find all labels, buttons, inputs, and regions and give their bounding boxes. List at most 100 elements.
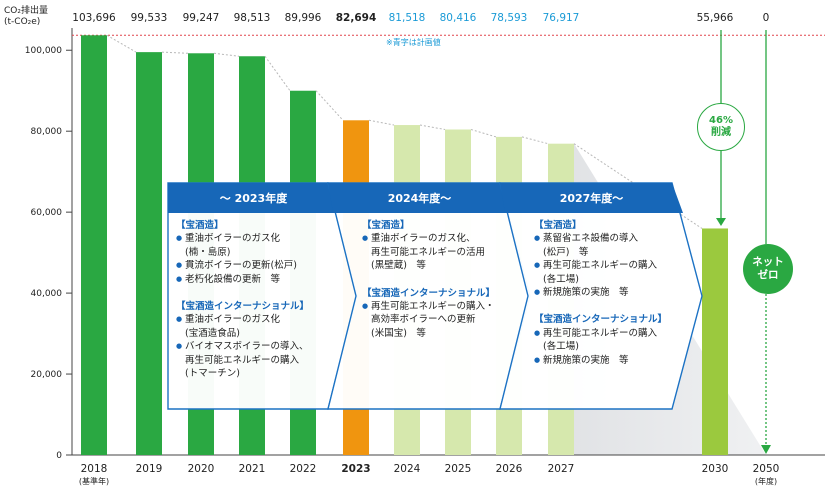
y-tick-label: 80,000 — [31, 127, 63, 137]
category-label-2024: 2024 — [394, 463, 421, 475]
x-unit-label: (年度) — [755, 476, 777, 486]
measure-group-title: 【宝酒造】 — [534, 220, 582, 231]
measure-item-text: 新規施策の実施 等 — [543, 354, 629, 366]
measure-group: 【宝酒造】 ● 重油ボイラーのガス化、 再生可能エネルギーの活用 (黒壁蔵) 等 — [362, 219, 495, 273]
category-label-2018: 2018 — [81, 463, 108, 475]
value-label-2050: 0 — [763, 12, 770, 24]
y-tick-label: 0 — [56, 451, 62, 461]
measure-item-text: 重油ボイラーのガス化 — [185, 233, 281, 245]
measure-group-title: 【宝酒造インターナショナル】 — [534, 314, 668, 326]
arrow-head-2050 — [761, 445, 771, 454]
value-label-2024: 81,518 — [389, 12, 426, 24]
measure-item: ● 蒸留省エネ設備の導入 — [534, 232, 667, 245]
measure-item: ● 貫流ボイラーの更新(松戸) — [176, 259, 309, 272]
category-label-2027: 2027 — [548, 463, 575, 475]
value-label-2018: 103,696 — [72, 12, 116, 24]
value-label-2025: 80,416 — [440, 12, 477, 24]
measure-group: 【宝酒造】 ● 重油ボイラーのガス化 (楠・島原) ● 貫流ボイラーの更新(松戸) ● 老朽化… — [176, 219, 309, 286]
measure-item: ● 老朽化設備の更新 等 — [176, 273, 309, 286]
arrow-head-2030 — [716, 218, 726, 226]
measure-item-continuation: (宝酒造食品) — [185, 327, 240, 339]
value-label-2026: 78,593 — [491, 12, 528, 24]
net-zero-badge: ネット ゼロ — [743, 244, 793, 294]
trend-connector — [368, 119, 395, 126]
value-label-2020: 99,247 — [183, 12, 220, 24]
measure-item-continuation: (トマーチン) — [185, 368, 240, 380]
bullet-icon: ● — [534, 288, 541, 297]
bar-2019 — [136, 52, 162, 456]
reduction-badge: 46% 削減 — [697, 103, 745, 151]
measure-group: 【宝酒造インターナショナル】 ● 再生可能エネルギーの購入 (各工場) ● 新規施策の実施… — [534, 313, 667, 367]
category-label-2030: 2030 — [702, 463, 729, 475]
y-axis-title-line1: CO₂排出量 — [4, 6, 48, 16]
panel-2-body: 【宝酒造】 ● 重油ボイラーのガス化、 再生可能エネルギーの活用 (黒壁蔵) 等【宝酒造… — [362, 219, 495, 354]
panel-2-header-bg — [328, 183, 511, 213]
measure-item-continuation: 再生可能エネルギーの購入 — [185, 354, 300, 366]
measure-item: ● 新規施策の実施 等 — [534, 354, 667, 367]
panel-3-body: 【宝酒造】 ● 蒸留省エネ設備の導入 (松戸) 等 ● 再生可能エネルギーの購入 (各工場)… — [534, 219, 667, 381]
net-zero-line1: ネット — [752, 256, 784, 268]
panel-3-header-bg — [500, 183, 683, 213]
value-label-2027: 76,917 — [543, 12, 580, 24]
measure-item-text: 再生可能エネルギーの購入 — [543, 327, 658, 339]
trend-connector — [315, 90, 344, 121]
measure-item: ● 新規施策の実施 等 — [534, 286, 667, 299]
category-label-2020: 2020 — [188, 463, 215, 475]
measure-item: ● 重油ボイラーのガス化、 — [362, 232, 495, 245]
measure-item-continuation: (各工場) — [543, 341, 579, 353]
y-tick-label: 20,000 — [31, 370, 63, 380]
y-tick-label: 40,000 — [31, 289, 63, 299]
measure-item-text: バイオマスボイラーの導入、 — [185, 341, 309, 353]
measure-item-text: 再生可能エネルギーの購入 — [543, 260, 658, 272]
category-label-2021: 2021 — [239, 463, 266, 475]
measure-item-text: 再生可能エネルギーの購入・ — [371, 301, 495, 313]
measure-group: 【宝酒造インターナショナル】 ● 再生可能エネルギーの購入・ 高効率ボイラーへの更新(… — [362, 287, 495, 341]
bar-2018 — [81, 35, 107, 455]
plan-values-note: ※青字は計画値 — [386, 38, 441, 47]
category-label-2022: 2022 — [290, 463, 317, 475]
category-label-2019: 2019 — [136, 463, 163, 475]
measure-item-continuation: (松戸) 等 — [543, 246, 589, 258]
measure-item-text: 老朽化設備の更新 等 — [185, 273, 281, 285]
bullet-icon: ● — [176, 234, 183, 243]
measure-item-continuation: (黒壁蔵) 等 — [371, 260, 426, 272]
category-sublabel: (基準年) — [79, 476, 109, 486]
panel-3-header: 2027年度～ — [559, 192, 624, 205]
bullet-icon: ● — [534, 261, 541, 270]
measure-item: ● 再生可能エネルギーの購入 — [534, 259, 667, 272]
measure-item: ● 重油ボイラーのガス化 — [176, 313, 309, 326]
measure-item-text: 重油ボイラーのガス化 — [185, 314, 281, 326]
measure-group-title: 【宝酒造】 — [176, 220, 224, 231]
category-label-2026: 2026 — [496, 463, 523, 475]
reduction-percent: 46% — [709, 115, 733, 126]
measure-item: ● 重油ボイラーのガス化 — [176, 232, 309, 245]
y-tick-label: 100,000 — [25, 46, 62, 56]
y-axis-title-line2: (t-CO₂e) — [4, 17, 41, 27]
bar-2030 — [702, 228, 728, 455]
value-label-2021: 98,513 — [234, 12, 271, 24]
bullet-icon: ● — [176, 315, 183, 324]
value-label-2022: 89,996 — [285, 12, 322, 24]
bullet-icon: ● — [362, 234, 369, 243]
panel-2-header: 2024年度～ — [387, 192, 452, 205]
measure-item-continuation: (各工場) — [543, 273, 579, 285]
y-tick-label: 60,000 — [31, 208, 63, 218]
net-zero-line2: ゼロ — [757, 269, 779, 281]
measure-item-continuation: (楠・島原) — [185, 246, 231, 258]
measure-group-title: 【宝酒造インターナショナル】 — [362, 287, 496, 299]
panel-1-body: 【宝酒造】 ● 重油ボイラーのガス化 (楠・島原) ● 貫流ボイラーの更新(松戸) ● 老朽化… — [176, 219, 309, 394]
measure-group-title: 【宝酒造】 — [362, 220, 410, 231]
bullet-icon: ● — [362, 302, 369, 311]
category-label-2023: 2023 — [341, 463, 370, 475]
measure-item-text: 重油ボイラーのガス化、 — [371, 233, 476, 245]
trend-connector — [106, 34, 137, 53]
reduction-text: 削減 — [711, 127, 731, 138]
measure-item-text: 新規施策の実施 等 — [543, 287, 629, 299]
measure-item: ● バイオマスボイラーの導入、 — [176, 340, 309, 353]
trend-connector — [521, 136, 549, 145]
measure-item-text: 蒸留省エネ設備の導入 — [543, 233, 639, 245]
measure-group-title: 【宝酒造インターナショナル】 — [176, 301, 310, 313]
value-label-2019: 99,533 — [131, 12, 168, 24]
trend-connector — [213, 52, 240, 57]
